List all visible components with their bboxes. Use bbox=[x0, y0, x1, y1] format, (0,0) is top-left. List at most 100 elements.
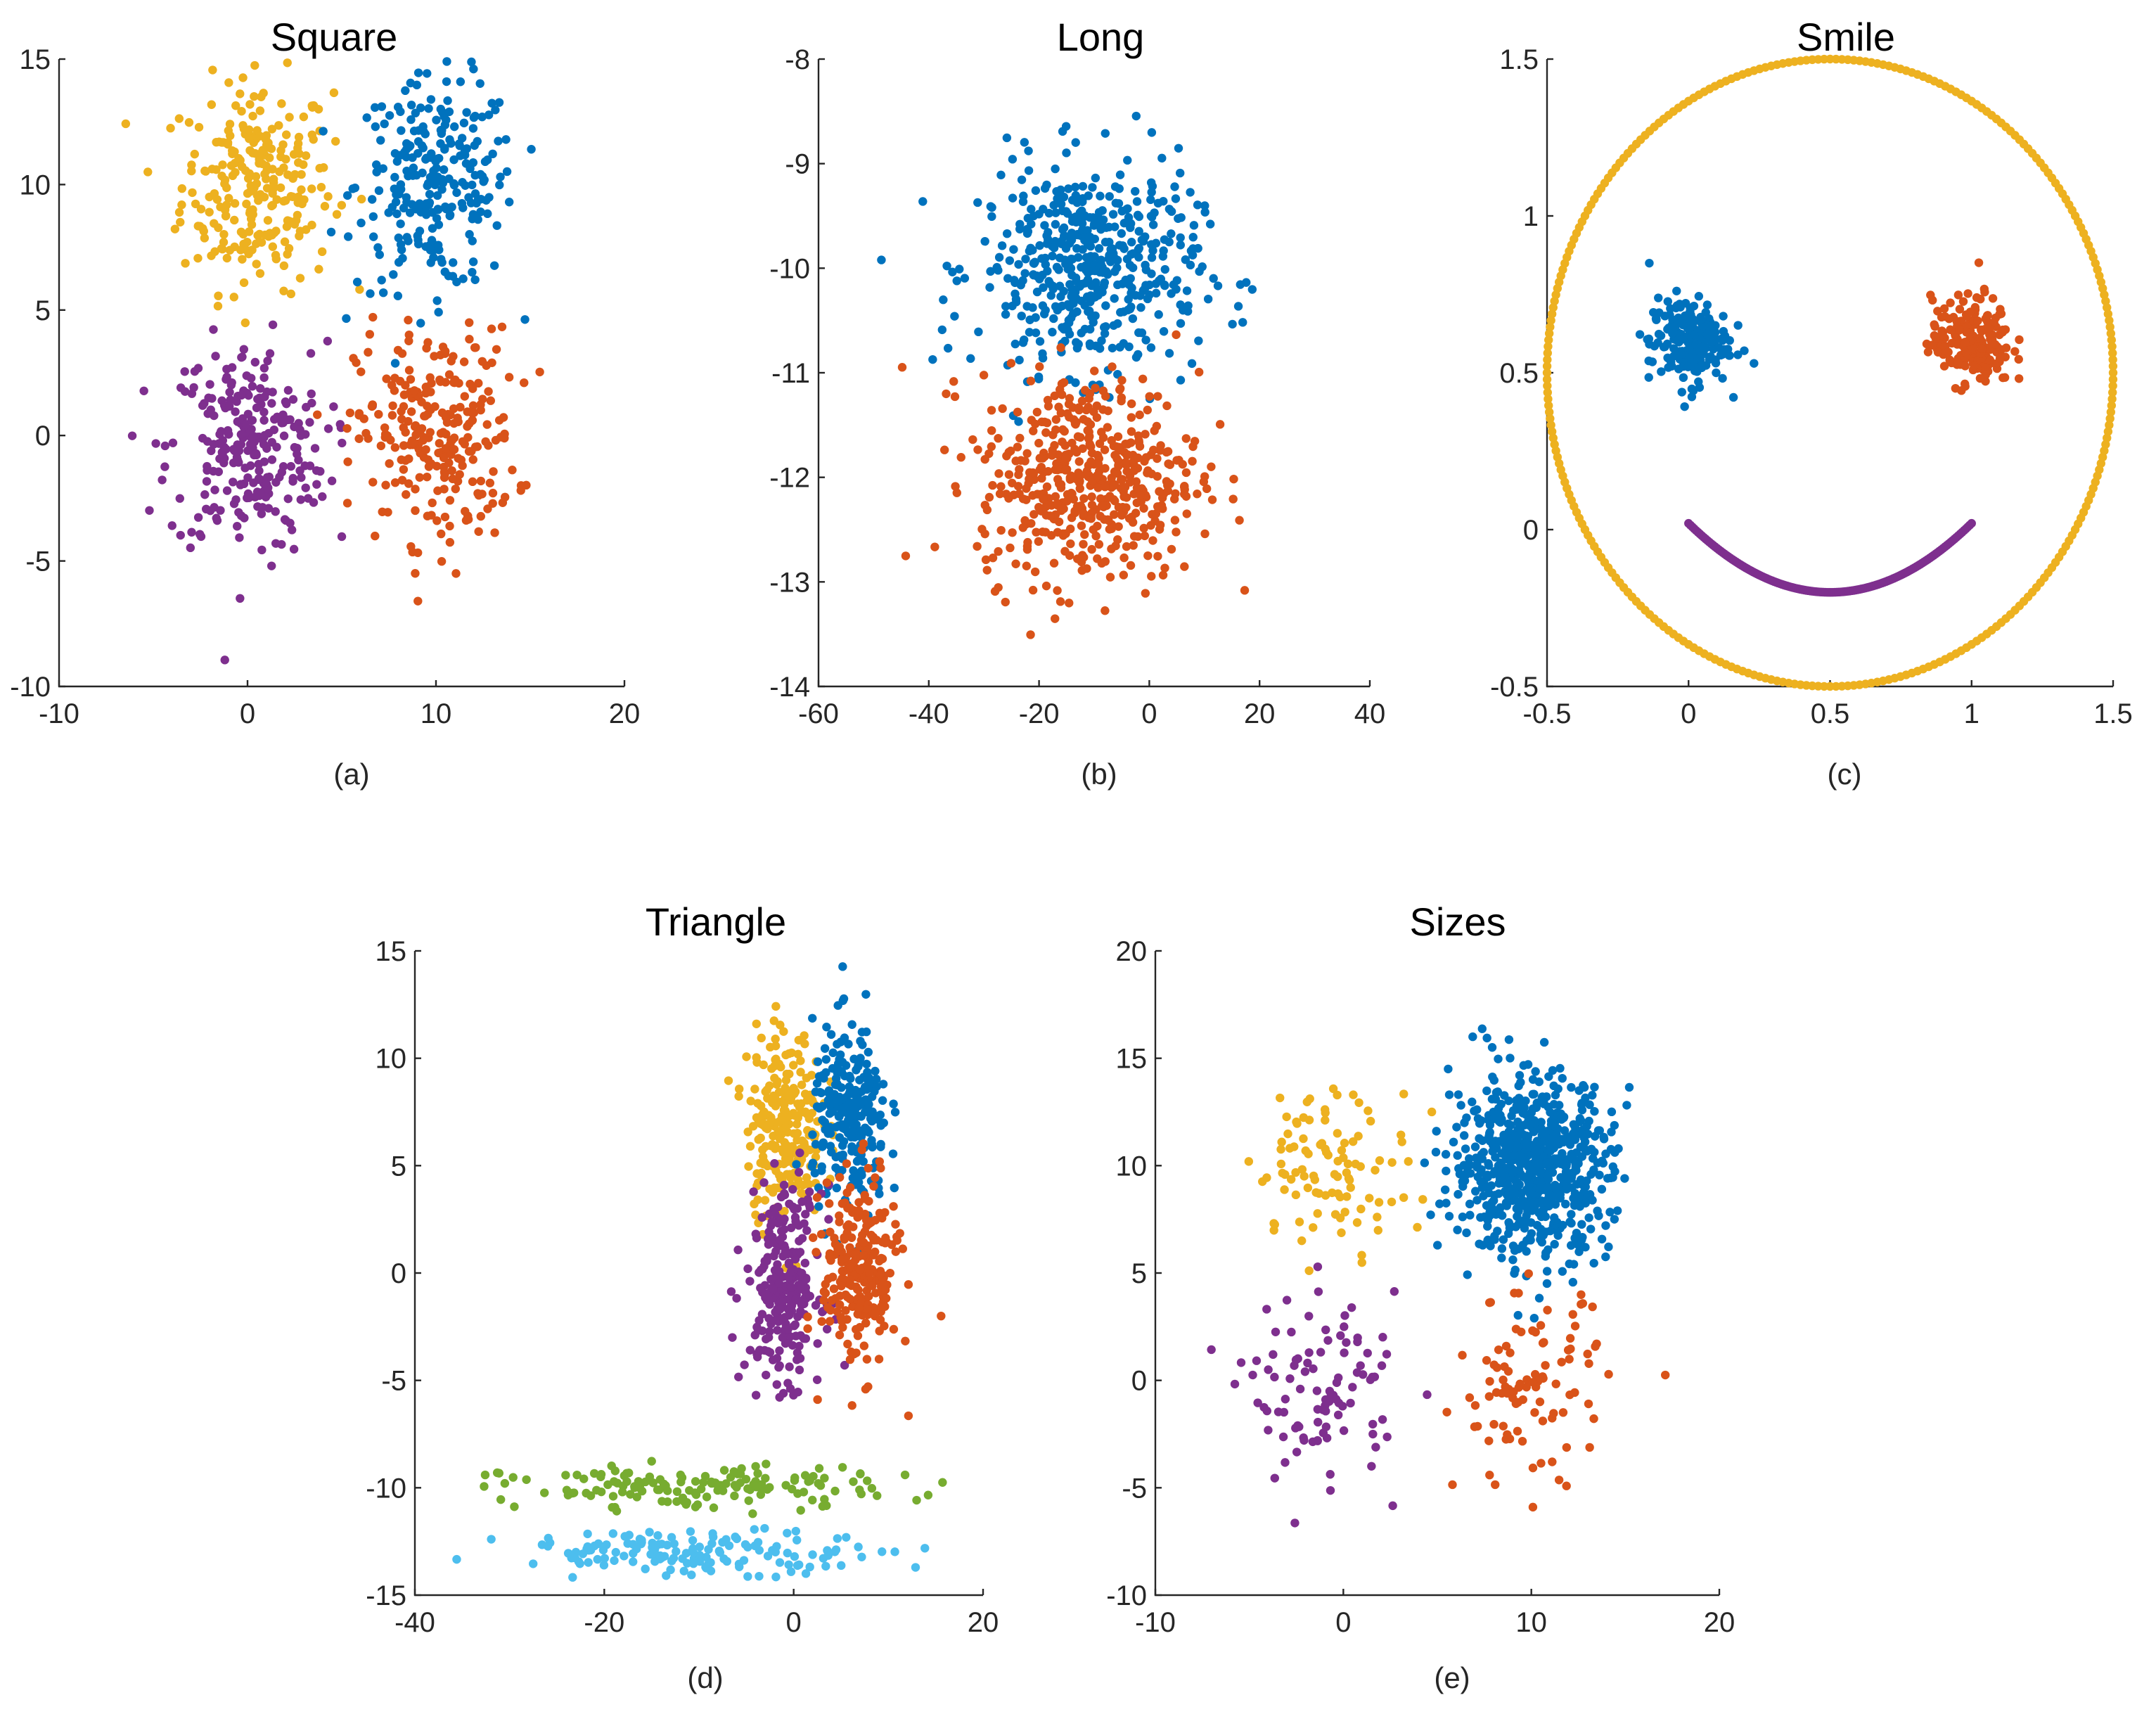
data-point bbox=[629, 1557, 638, 1566]
data-point bbox=[1452, 1123, 1461, 1132]
data-point bbox=[527, 145, 536, 154]
data-point bbox=[1570, 1234, 1579, 1243]
data-point bbox=[345, 408, 355, 418]
x-tick-label: 20 bbox=[1704, 1607, 1735, 1638]
data-point bbox=[1645, 258, 1654, 268]
data-point bbox=[273, 412, 282, 421]
data-point bbox=[1470, 1142, 1480, 1151]
data-point bbox=[768, 1232, 777, 1241]
data-point bbox=[1923, 347, 1933, 357]
data-point bbox=[956, 453, 965, 462]
data-point bbox=[1601, 1221, 1610, 1230]
data-point bbox=[1497, 1211, 1507, 1220]
data-point bbox=[1449, 1137, 1458, 1147]
data-point bbox=[1690, 330, 1699, 340]
data-point bbox=[762, 1293, 772, 1302]
data-point bbox=[1051, 219, 1060, 229]
data-point bbox=[858, 1230, 867, 1240]
data-point bbox=[1134, 226, 1143, 236]
data-point bbox=[786, 1223, 796, 1232]
data-point bbox=[193, 253, 203, 263]
data-point bbox=[1015, 224, 1025, 234]
data-point bbox=[342, 191, 352, 200]
data-point bbox=[441, 413, 451, 422]
data-point bbox=[1228, 319, 1237, 329]
data-point bbox=[1577, 1220, 1586, 1229]
data-point bbox=[1038, 353, 1048, 363]
x-tick-label: -20 bbox=[1019, 698, 1060, 729]
data-point bbox=[151, 439, 160, 448]
data-point bbox=[337, 200, 347, 210]
data-point bbox=[744, 1496, 753, 1505]
data-point bbox=[187, 160, 196, 170]
data-point bbox=[1098, 268, 1108, 277]
data-point bbox=[774, 1267, 784, 1276]
data-point bbox=[856, 1112, 866, 1121]
data-point bbox=[1323, 1151, 1333, 1160]
data-point bbox=[1965, 307, 1975, 316]
data-point bbox=[332, 210, 342, 219]
data-point bbox=[1176, 300, 1185, 309]
data-point bbox=[430, 352, 439, 361]
data-point bbox=[918, 197, 928, 206]
data-point bbox=[1008, 528, 1017, 537]
data-point bbox=[1127, 438, 1136, 447]
data-point bbox=[1070, 182, 1080, 192]
data-point bbox=[1657, 367, 1666, 376]
data-point bbox=[1072, 198, 1082, 207]
data-point bbox=[466, 164, 475, 174]
y-tick-label: -11 bbox=[771, 358, 810, 389]
data-point bbox=[1719, 326, 1728, 336]
data-point bbox=[397, 126, 406, 135]
data-point bbox=[205, 380, 214, 389]
data-point bbox=[987, 442, 996, 452]
data-point bbox=[678, 1554, 687, 1563]
data-point bbox=[832, 1183, 842, 1193]
data-point bbox=[759, 1262, 769, 1271]
data-point bbox=[1051, 425, 1060, 435]
data-point bbox=[988, 554, 998, 563]
data-point bbox=[1055, 597, 1065, 606]
data-point bbox=[752, 1019, 761, 1028]
data-point bbox=[294, 192, 303, 202]
data-point bbox=[1004, 447, 1013, 457]
data-point bbox=[1160, 563, 1169, 573]
data-point bbox=[423, 455, 433, 464]
data-point bbox=[1051, 492, 1060, 501]
data-point bbox=[222, 486, 232, 495]
data-point bbox=[1247, 285, 1257, 294]
data-point bbox=[1064, 399, 1074, 409]
data-point bbox=[1061, 207, 1071, 216]
data-point bbox=[1931, 333, 1941, 343]
data-point bbox=[1569, 1194, 1578, 1203]
data-point bbox=[421, 242, 430, 251]
data-point bbox=[456, 455, 466, 465]
data-point bbox=[622, 1469, 631, 1478]
data-point bbox=[1444, 1211, 1454, 1221]
data-point bbox=[1070, 419, 1080, 428]
chart-caption: (b) bbox=[1081, 757, 1117, 791]
y-tick-label: 1 bbox=[1523, 201, 1539, 232]
data-point bbox=[1132, 197, 1142, 206]
data-point bbox=[465, 334, 474, 344]
data-point bbox=[411, 506, 420, 516]
data-point bbox=[354, 409, 364, 418]
data-point bbox=[1022, 449, 1032, 458]
data-point bbox=[1110, 497, 1119, 506]
data-point bbox=[1160, 235, 1169, 244]
data-point bbox=[1101, 606, 1110, 615]
data-point bbox=[1413, 1222, 1422, 1232]
data-point bbox=[1090, 266, 1100, 276]
data-point bbox=[1031, 313, 1040, 322]
data-point bbox=[809, 1233, 818, 1242]
data-point bbox=[1174, 214, 1183, 223]
data-point bbox=[608, 1529, 618, 1538]
data-point bbox=[440, 347, 450, 356]
data-point bbox=[390, 443, 400, 452]
data-point bbox=[264, 232, 274, 241]
data-point bbox=[445, 521, 454, 531]
data-point bbox=[491, 105, 500, 115]
data-point bbox=[748, 1122, 758, 1131]
data-point bbox=[1101, 482, 1110, 492]
data-point bbox=[436, 125, 446, 135]
